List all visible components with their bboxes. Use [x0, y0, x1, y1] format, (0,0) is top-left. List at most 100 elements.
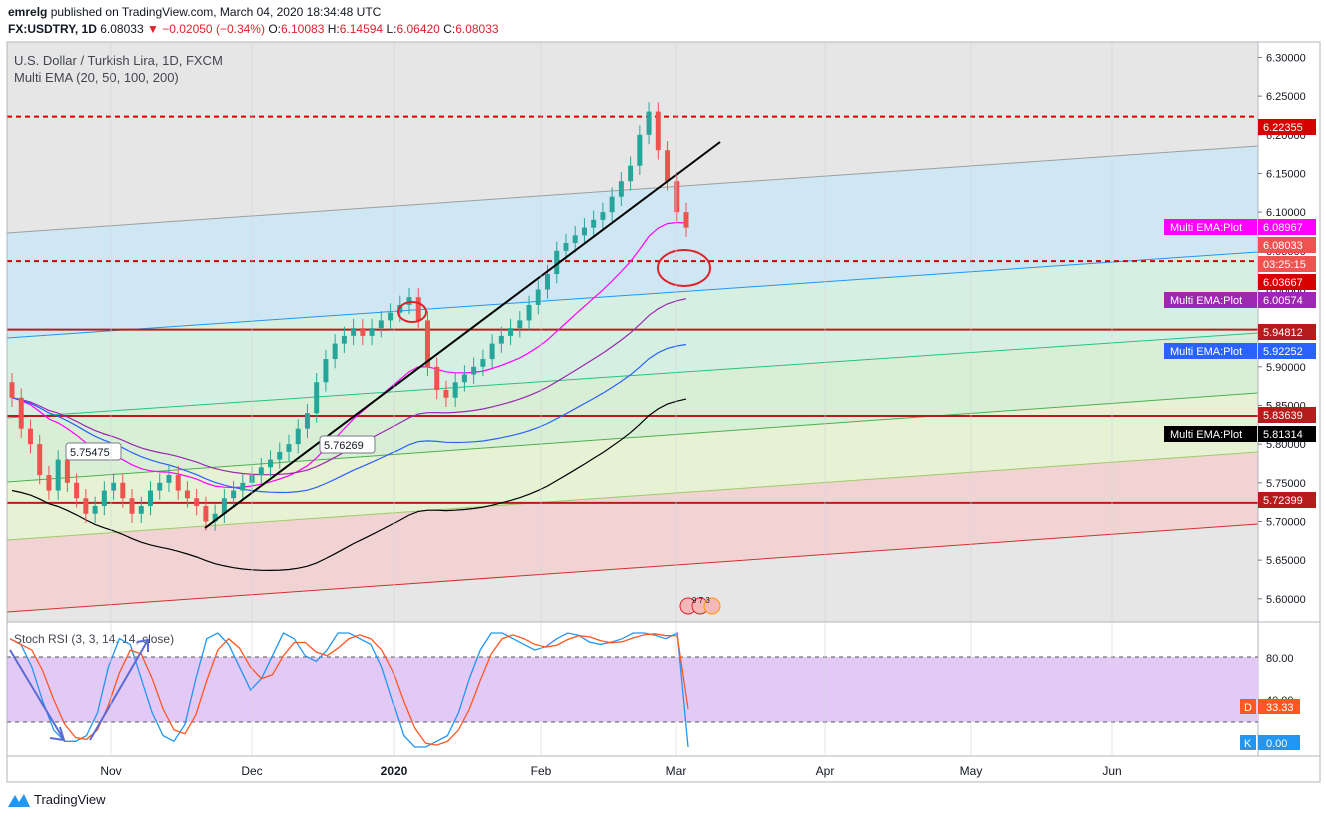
- time-tick: Dec: [241, 764, 262, 778]
- candle-body[interactable]: [508, 328, 514, 336]
- candle-body[interactable]: [489, 343, 495, 360]
- chart-title[interactable]: U.S. Dollar / Turkish Lira, 1D, FXCM: [14, 53, 223, 68]
- candle-body[interactable]: [637, 134, 643, 166]
- candle-body[interactable]: [572, 235, 578, 244]
- candle-body[interactable]: [212, 513, 218, 522]
- candle-body[interactable]: [203, 506, 209, 522]
- arrow-drawings[interactable]: [9, 638, 149, 742]
- candle-body[interactable]: [480, 359, 486, 367]
- candle-body[interactable]: [378, 320, 384, 329]
- trend-line[interactable]: [204, 141, 721, 529]
- candle-body[interactable]: [138, 506, 144, 514]
- candle-body[interactable]: [461, 374, 467, 383]
- candle-body[interactable]: [452, 382, 458, 398]
- candle-body[interactable]: [554, 250, 560, 274]
- events-badge[interactable]: 9 7 3: [679, 596, 721, 615]
- candle-body[interactable]: [101, 490, 107, 506]
- candle-body[interactable]: [277, 451, 283, 460]
- candle-body[interactable]: [9, 382, 15, 398]
- candle-body[interactable]: [314, 382, 320, 414]
- candle-body[interactable]: [369, 328, 375, 336]
- ema-plot-tag-text: Multi EMA:Plot: [1170, 346, 1242, 358]
- candle-body[interactable]: [147, 490, 153, 506]
- candle-body[interactable]: [600, 212, 606, 220]
- tradingview-footer[interactable]: TradingView: [8, 792, 106, 807]
- candle-body[interactable]: [618, 181, 624, 197]
- candle-body[interactable]: [591, 219, 597, 228]
- candle-body[interactable]: [674, 181, 680, 213]
- price-chart[interactable]: 5.75475 5.76269 9 7 3 U.S. Dollar / Turk…: [0, 0, 1326, 790]
- candle-body[interactable]: [258, 467, 264, 476]
- indicator-legend[interactable]: Multi EMA (20, 50, 100, 200): [14, 70, 179, 85]
- candle-body[interactable]: [351, 328, 357, 336]
- candle-body[interactable]: [231, 490, 237, 499]
- candle-body[interactable]: [286, 444, 292, 452]
- candle-body[interactable]: [388, 312, 394, 321]
- candle-body[interactable]: [37, 444, 43, 476]
- candle-body[interactable]: [655, 111, 661, 151]
- price-tag: [1258, 324, 1316, 340]
- price-tick: 5.90000: [1266, 362, 1306, 374]
- candle-body[interactable]: [498, 335, 504, 344]
- candle-body[interactable]: [46, 475, 52, 491]
- price-tag-text: 03:25:15: [1263, 259, 1306, 271]
- highlight-circle-2[interactable]: [657, 249, 711, 287]
- highlight-circle-1[interactable]: [397, 301, 427, 323]
- candle-body[interactable]: [240, 482, 246, 491]
- candle-body[interactable]: [581, 227, 587, 236]
- candle-body[interactable]: [27, 428, 33, 445]
- candle-body[interactable]: [295, 428, 301, 445]
- candle-body[interactable]: [111, 482, 117, 491]
- price-note-mid[interactable]: 5.76269: [319, 435, 376, 454]
- candle-body[interactable]: [360, 328, 366, 336]
- candle-body[interactable]: [184, 490, 190, 499]
- candle-body[interactable]: [18, 397, 24, 429]
- time-axis[interactable]: Nov Dec 2020 Feb Mar Apr May Jun: [100, 42, 1122, 778]
- candle-body[interactable]: [64, 459, 70, 483]
- down-arrow-icon: ▼: [146, 22, 159, 36]
- candle-body[interactable]: [443, 390, 449, 398]
- candle-body[interactable]: [646, 111, 652, 135]
- price-note-left[interactable]: 5.75475: [65, 442, 122, 461]
- candle-body[interactable]: [665, 150, 671, 182]
- candle-body[interactable]: [129, 498, 135, 514]
- candle-body[interactable]: [563, 243, 569, 251]
- candle-body[interactable]: [157, 482, 163, 491]
- author-name[interactable]: emrelg: [8, 5, 48, 19]
- candle-body[interactable]: [175, 475, 181, 491]
- candle-body[interactable]: [194, 498, 200, 506]
- candle-body[interactable]: [304, 413, 310, 429]
- candle-body[interactable]: [415, 297, 421, 321]
- candle-body[interactable]: [92, 506, 98, 514]
- candle-body[interactable]: [517, 320, 523, 329]
- candles[interactable]: [9, 102, 689, 531]
- candle-body[interactable]: [471, 366, 477, 375]
- low-value: 6.06420: [396, 22, 440, 36]
- candle-body[interactable]: [221, 498, 227, 514]
- candle-body[interactable]: [120, 482, 126, 499]
- candle-body[interactable]: [424, 320, 430, 367]
- horizontal-levels[interactable]: [7, 115, 1258, 504]
- candle-body[interactable]: [628, 165, 634, 182]
- candle-body[interactable]: [609, 196, 615, 213]
- candle-body[interactable]: [683, 212, 689, 228]
- candle-body[interactable]: [55, 459, 61, 491]
- price-tag-text: 6.03667: [1263, 277, 1303, 289]
- candle-body[interactable]: [406, 297, 412, 305]
- brand-name: TradingView: [34, 792, 106, 807]
- candle-body[interactable]: [535, 289, 541, 305]
- candle-body[interactable]: [268, 459, 274, 468]
- candle-body[interactable]: [332, 343, 338, 360]
- candle-body[interactable]: [166, 475, 172, 483]
- candle-body[interactable]: [341, 335, 347, 344]
- ohlc-line: FX:USDTRY, 1D 6.08033 ▼ −0.02050 (−0.34%…: [8, 22, 499, 36]
- candle-body[interactable]: [74, 482, 80, 499]
- candle-body[interactable]: [545, 274, 551, 290]
- ema-plot-tag: [1164, 219, 1257, 235]
- candle-body[interactable]: [323, 359, 329, 383]
- stoch-legend[interactable]: Stoch RSI (3, 3, 14, 14, close): [14, 632, 174, 646]
- candle-body[interactable]: [434, 366, 440, 390]
- candle-body[interactable]: [83, 498, 89, 514]
- time-tick: Jun: [1102, 764, 1121, 778]
- candle-body[interactable]: [526, 304, 532, 321]
